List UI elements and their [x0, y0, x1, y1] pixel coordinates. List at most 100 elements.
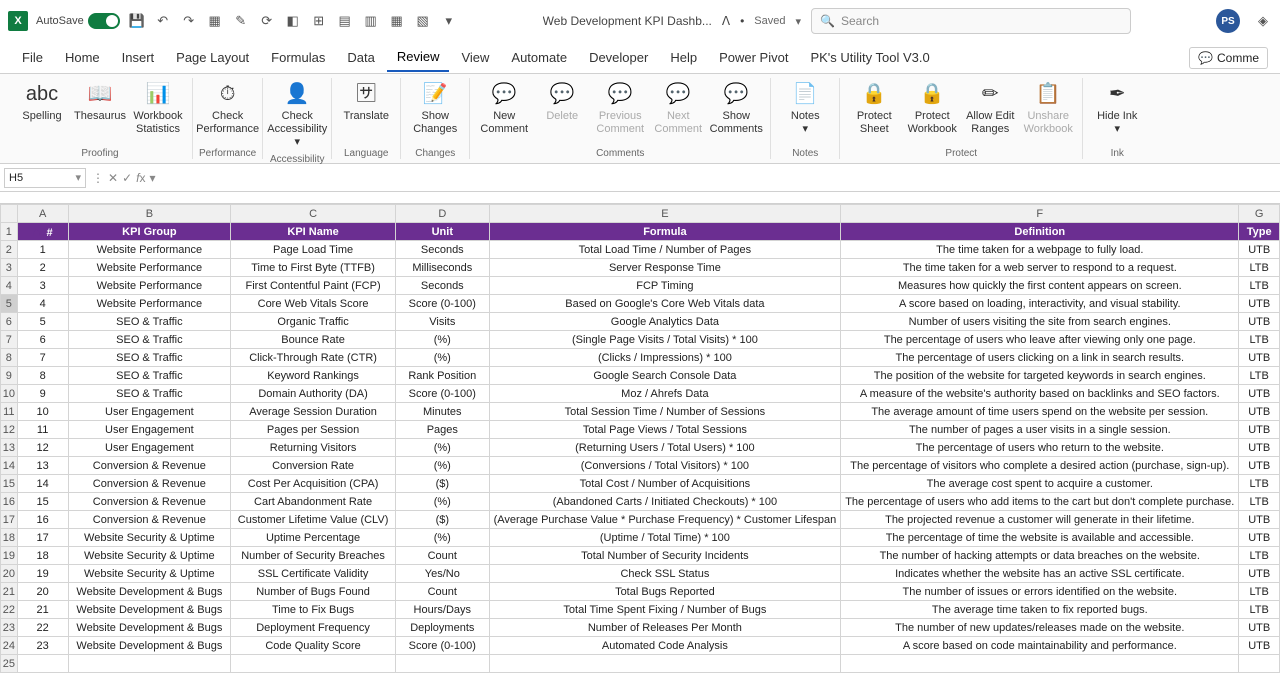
tab-insert[interactable]: Insert	[112, 44, 165, 71]
home-icon[interactable]: ⌂	[33, 224, 41, 239]
cell-B24[interactable]: Website Development & Bugs	[68, 637, 231, 655]
cell-G17[interactable]: UTB	[1239, 511, 1280, 529]
fx-dropdown-icon[interactable]: ▾	[149, 171, 155, 185]
protect-sheet-button[interactable]: 🔒Protect Sheet	[846, 78, 902, 138]
cell-E7[interactable]: (Single Page Visits / Total Visits) * 10…	[489, 331, 841, 349]
cell-D8[interactable]: (%)	[395, 349, 489, 367]
tab-automate[interactable]: Automate	[501, 44, 577, 71]
cell-G21[interactable]: LTB	[1239, 583, 1280, 601]
cell-B12[interactable]: User Engagement	[68, 421, 231, 439]
cell-B14[interactable]: Conversion & Revenue	[68, 457, 231, 475]
new-comment-button[interactable]: 💬New Comment	[476, 78, 532, 138]
cell-A5[interactable]: 4	[17, 295, 68, 313]
tab-data[interactable]: Data	[337, 44, 384, 71]
cell-A20[interactable]: 19	[17, 565, 68, 583]
row-header-9[interactable]: 9	[1, 367, 18, 385]
cell-G20[interactable]: UTB	[1239, 565, 1280, 583]
cell-B5[interactable]: Website Performance	[68, 295, 231, 313]
cell-G23[interactable]: UTB	[1239, 619, 1280, 637]
check-performance-button[interactable]: ⏱Check Performance	[200, 78, 256, 138]
check-accessibility-button[interactable]: 👤Check Accessibility▾	[269, 78, 325, 152]
excel-icon[interactable]: X	[8, 11, 28, 31]
cell-E11[interactable]: Total Session Time / Number of Sessions	[489, 403, 841, 421]
tab-formulas[interactable]: Formulas	[261, 44, 335, 71]
cell-A11[interactable]: 10	[17, 403, 68, 421]
cell-B2[interactable]: Website Performance	[68, 241, 231, 259]
row-header-20[interactable]: 20	[1, 565, 18, 583]
cell-A23[interactable]: 22	[17, 619, 68, 637]
cell-D23[interactable]: Deployments	[395, 619, 489, 637]
qat-icon-6[interactable]: ▤	[336, 12, 354, 30]
toggle-on-icon[interactable]	[88, 13, 120, 29]
cell-C3[interactable]: Time to First Byte (TTFB)	[231, 259, 396, 277]
cell-B18[interactable]: Website Security & Uptime	[68, 529, 231, 547]
cell-D5[interactable]: Score (0-100)	[395, 295, 489, 313]
row-header-8[interactable]: 8	[1, 349, 18, 367]
cell-A6[interactable]: 5	[17, 313, 68, 331]
cell-F23[interactable]: The number of new updates/releases made …	[841, 619, 1239, 637]
cell-E5[interactable]: Based on Google's Core Web Vitals data	[489, 295, 841, 313]
col-header-F[interactable]: F	[841, 205, 1239, 223]
cell-F17[interactable]: The projected revenue a customer will ge…	[841, 511, 1239, 529]
tab-file[interactable]: File	[12, 44, 53, 71]
undo-icon[interactable]: ↶	[154, 12, 172, 30]
cell-B20[interactable]: Website Security & Uptime	[68, 565, 231, 583]
fx-icon[interactable]: fx	[136, 171, 145, 185]
cell-C9[interactable]: Keyword Rankings	[231, 367, 396, 385]
cell-B3[interactable]: Website Performance	[68, 259, 231, 277]
cell-A4[interactable]: 3	[17, 277, 68, 295]
qat-icon-8[interactable]: ▦	[388, 12, 406, 30]
row-header-24[interactable]: 24	[1, 637, 18, 655]
header-cell-5[interactable]: Definition	[841, 223, 1239, 241]
cell-D21[interactable]: Count	[395, 583, 489, 601]
thesaurus-button[interactable]: 📖Thesaurus	[72, 78, 128, 125]
cell-A3[interactable]: 2	[17, 259, 68, 277]
cell-E14[interactable]: (Conversions / Total Visitors) * 100	[489, 457, 841, 475]
cell-B7[interactable]: SEO & Traffic	[68, 331, 231, 349]
cell-A8[interactable]: 7	[17, 349, 68, 367]
cell-F3[interactable]: The time taken for a web server to respo…	[841, 259, 1239, 277]
cell-G24[interactable]: UTB	[1239, 637, 1280, 655]
cell-F2[interactable]: The time taken for a webpage to fully lo…	[841, 241, 1239, 259]
cell-F6[interactable]: Number of users visiting the site from s…	[841, 313, 1239, 331]
header-cell-4[interactable]: Formula	[489, 223, 841, 241]
cell-B15[interactable]: Conversion & Revenue	[68, 475, 231, 493]
cell-E22[interactable]: Total Time Spent Fixing / Number of Bugs	[489, 601, 841, 619]
cell-G10[interactable]: UTB	[1239, 385, 1280, 403]
cell-C7[interactable]: Bounce Rate	[231, 331, 396, 349]
qat-icon-4[interactable]: ◧	[284, 12, 302, 30]
cell-A10[interactable]: 9	[17, 385, 68, 403]
row-header-21[interactable]: 21	[1, 583, 18, 601]
notes-button[interactable]: 📄Notes▾	[777, 78, 833, 138]
cell-D12[interactable]: Pages	[395, 421, 489, 439]
cell-C14[interactable]: Conversion Rate	[231, 457, 396, 475]
tab-power-pivot[interactable]: Power Pivot	[709, 44, 798, 71]
spelling-button[interactable]: abcSpelling	[14, 78, 70, 125]
edit-ranges-button[interactable]: ✏Allow Edit Ranges	[962, 78, 1018, 138]
cell-E17[interactable]: (Average Purchase Value * Purchase Frequ…	[489, 511, 841, 529]
row-header-2[interactable]: 2	[1, 241, 18, 259]
header-cell-0[interactable]: ⌂ #	[17, 223, 68, 241]
row-header-19[interactable]: 19	[1, 547, 18, 565]
cell-G12[interactable]: UTB	[1239, 421, 1280, 439]
save-icon[interactable]: 💾	[128, 12, 146, 30]
cancel-icon[interactable]: ✕	[108, 171, 118, 185]
cell-G22[interactable]: LTB	[1239, 601, 1280, 619]
cell-F19[interactable]: The number of hacking attempts or data b…	[841, 547, 1239, 565]
tab-page-layout[interactable]: Page Layout	[166, 44, 259, 71]
row-header-5[interactable]: 5	[1, 295, 18, 313]
cell-E9[interactable]: Google Search Console Data	[489, 367, 841, 385]
cell-F15[interactable]: The average cost spent to acquire a cust…	[841, 475, 1239, 493]
cell-A16[interactable]: 15	[17, 493, 68, 511]
cell-C19[interactable]: Number of Security Breaches	[231, 547, 396, 565]
cell-G3[interactable]: LTB	[1239, 259, 1280, 277]
cell-E24[interactable]: Automated Code Analysis	[489, 637, 841, 655]
cell-C8[interactable]: Click-Through Rate (CTR)	[231, 349, 396, 367]
cell-C4[interactable]: First Contentful Paint (FCP)	[231, 277, 396, 295]
search-input[interactable]: 🔍 Search	[811, 8, 1131, 34]
cell-C22[interactable]: Time to Fix Bugs	[231, 601, 396, 619]
share-indicator-icon[interactable]: ᐱ	[722, 14, 730, 28]
cell-D11[interactable]: Minutes	[395, 403, 489, 421]
cell-B22[interactable]: Website Development & Bugs	[68, 601, 231, 619]
col-header-D[interactable]: D	[395, 205, 489, 223]
